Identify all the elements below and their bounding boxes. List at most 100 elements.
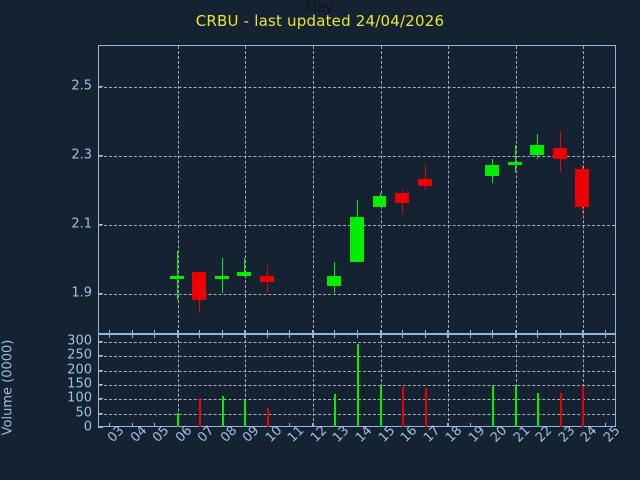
day-tick	[199, 330, 201, 334]
volume-bar	[514, 385, 517, 427]
day-tick	[266, 334, 268, 338]
volume-tick-label: 300	[67, 333, 92, 349]
candle-body	[575, 168, 590, 207]
day-tick	[221, 334, 223, 338]
volume-bar	[582, 385, 585, 427]
candle-body	[507, 161, 522, 166]
day-tick	[289, 334, 291, 338]
volume-tick-label: 150	[67, 376, 92, 392]
price-tick-label: 2.3	[71, 147, 92, 163]
volume-bar	[402, 386, 405, 427]
candle-body	[417, 179, 432, 187]
day-gridline	[448, 335, 450, 426]
candle-body	[259, 275, 274, 283]
day-tick	[379, 330, 381, 334]
candle-wick	[244, 258, 246, 276]
price-tick	[98, 223, 103, 225]
volume-gridline	[99, 342, 615, 344]
candle-body	[350, 217, 364, 262]
volume-tick	[98, 412, 103, 414]
day-tick	[244, 330, 246, 334]
volume-tick	[98, 369, 103, 371]
day-gridline	[312, 46, 314, 333]
price-tick	[98, 292, 103, 294]
day-tick	[154, 334, 156, 338]
day-tick	[154, 330, 156, 334]
day-tick	[176, 334, 178, 338]
candle-body	[237, 272, 252, 276]
day-tick	[131, 330, 133, 334]
day-tick	[402, 330, 404, 334]
day-tick	[154, 423, 156, 427]
day-tick	[334, 330, 336, 334]
day-tick	[311, 330, 313, 334]
candle-body	[192, 272, 207, 300]
volume-bar	[424, 388, 427, 427]
day-tick	[604, 330, 606, 334]
day-tick	[604, 423, 606, 427]
volume-tick	[98, 341, 103, 343]
day-tick	[447, 423, 449, 427]
volume-bar	[199, 398, 202, 427]
day-tick	[357, 334, 358, 338]
volume-bar	[492, 385, 495, 427]
day-gridline	[515, 46, 517, 333]
day-tick	[514, 334, 516, 338]
day-tick	[559, 334, 561, 338]
day-tick	[492, 334, 494, 338]
candle-body	[327, 275, 342, 286]
candle-body	[169, 275, 184, 279]
day-gridline	[380, 46, 382, 333]
day-tick	[311, 423, 313, 427]
day-tick	[537, 330, 539, 334]
candle-body	[552, 148, 567, 159]
volume-axis-title: Volume (0000)	[0, 339, 16, 436]
day-axis-title: Day	[306, 0, 334, 16]
day-tick	[424, 334, 426, 338]
volume-bar	[379, 385, 382, 427]
day-tick	[244, 334, 246, 338]
candle-body	[395, 192, 409, 204]
day-tick	[582, 330, 584, 334]
candle-body	[372, 196, 387, 207]
day-tick	[402, 334, 404, 338]
day-tick	[447, 334, 449, 338]
volume-bar	[537, 392, 540, 427]
candle-wick	[514, 144, 516, 173]
chart-title: CRBU - last updated 24/04/2026	[195, 12, 445, 30]
volume-tick-label: 250	[67, 347, 92, 363]
day-tick	[199, 334, 201, 338]
day-tick	[221, 330, 223, 334]
day-tick	[357, 330, 358, 334]
day-gridline	[177, 46, 179, 333]
day-gridline	[448, 46, 450, 333]
volume-tick	[98, 355, 103, 357]
day-tick	[469, 330, 471, 334]
day-tick	[131, 334, 133, 338]
day-tick	[289, 330, 291, 334]
day-tick	[447, 330, 449, 334]
price-gridline	[99, 87, 615, 89]
day-tick	[492, 330, 494, 334]
volume-bar	[266, 408, 269, 427]
volume-bar	[176, 412, 179, 427]
price-tick-label: 2.1	[71, 216, 92, 232]
volume-tick-label: 50	[75, 405, 92, 421]
day-tick	[469, 334, 471, 338]
day-tick	[109, 334, 111, 338]
volume-bar	[357, 344, 359, 427]
day-gridline	[312, 335, 314, 426]
day-tick	[582, 334, 584, 338]
candle-body	[530, 144, 545, 156]
volume-tick	[98, 427, 103, 428]
day-tick	[131, 423, 133, 427]
candle-body	[485, 165, 500, 176]
day-tick	[379, 334, 381, 338]
day-tick	[266, 330, 268, 334]
day-tick	[537, 334, 539, 338]
volume-bar	[334, 394, 337, 427]
price-tick-label: 1.9	[71, 285, 92, 301]
day-tick	[311, 334, 313, 338]
candle-wick	[424, 165, 426, 190]
day-tick	[109, 423, 111, 427]
